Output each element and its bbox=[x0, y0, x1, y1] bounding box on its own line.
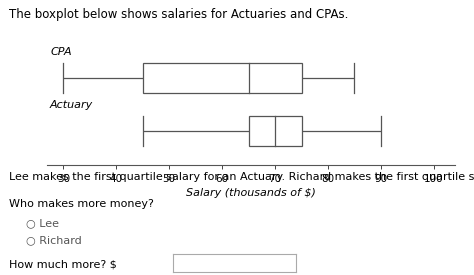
Text: Lee makes the first quartile salary for an Actuary. Richard makes the first quar: Lee makes the first quartile salary for … bbox=[9, 172, 474, 182]
Text: CPA: CPA bbox=[50, 47, 72, 57]
Bar bbox=[143, 63, 301, 93]
Text: Actuary: Actuary bbox=[50, 100, 93, 110]
Text: How much more? $: How much more? $ bbox=[9, 260, 117, 270]
X-axis label: Salary (thousands of $): Salary (thousands of $) bbox=[186, 188, 316, 198]
Text: ○ Richard: ○ Richard bbox=[26, 235, 82, 245]
Text: The boxplot below shows salaries for Actuaries and CPAs.: The boxplot below shows salaries for Act… bbox=[9, 8, 349, 21]
Bar bbox=[248, 116, 301, 146]
Text: Who makes more money?: Who makes more money? bbox=[9, 199, 155, 209]
Text: ○ Lee: ○ Lee bbox=[26, 219, 59, 229]
